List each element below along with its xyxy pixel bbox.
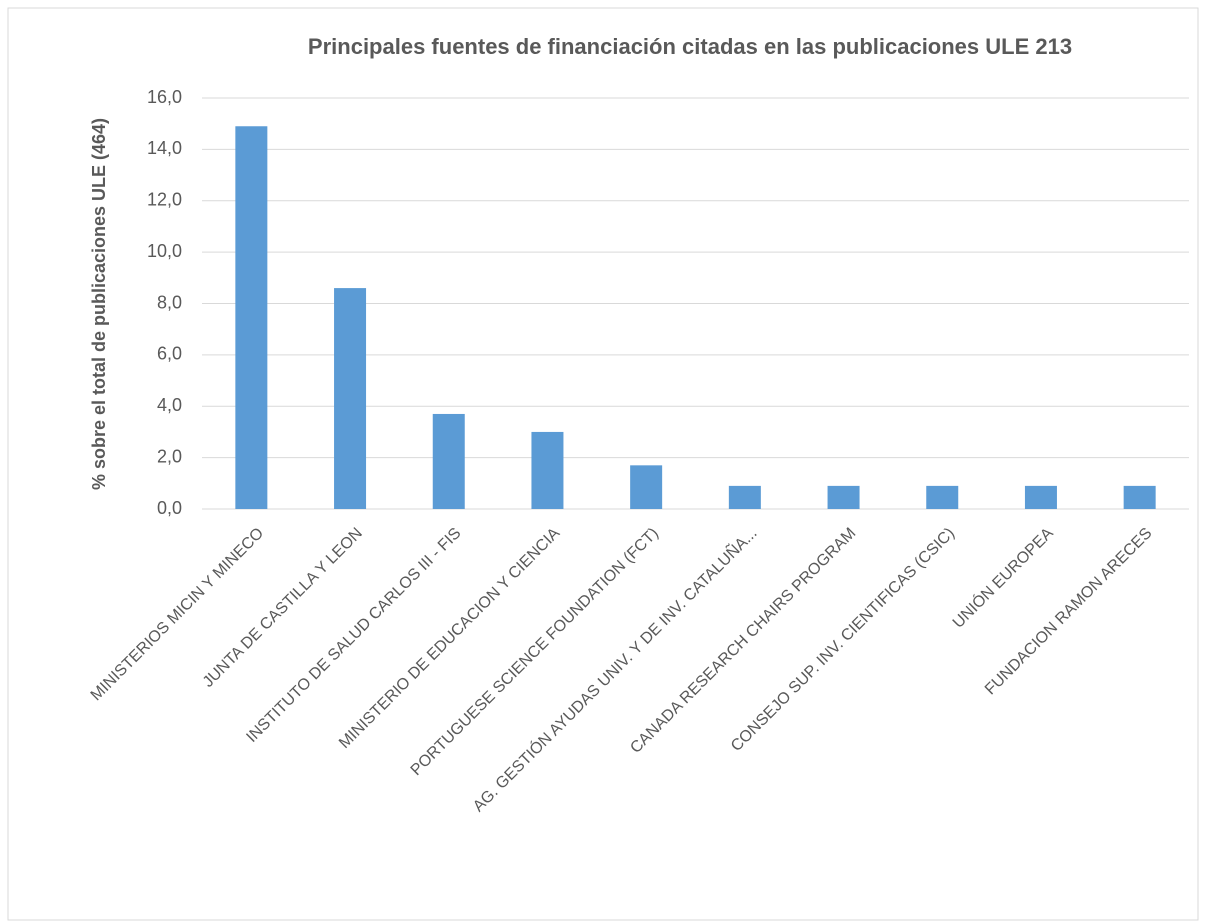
y-tick-label: 0,0 [157, 498, 182, 518]
y-tick-label: 4,0 [157, 395, 182, 415]
y-tick-label: 2,0 [157, 446, 182, 466]
y-axis-label: % sobre el total de publicaciones ULE (4… [89, 118, 109, 490]
chart-title: Principales fuentes de financiación cita… [308, 34, 1072, 59]
y-tick-label: 16,0 [147, 87, 182, 107]
bar [926, 485, 959, 509]
bar [1024, 485, 1057, 509]
y-tick-label: 6,0 [157, 344, 182, 364]
bar [235, 126, 268, 509]
bar [1123, 485, 1156, 509]
bar [728, 485, 761, 509]
bar [531, 431, 564, 509]
bar [630, 465, 663, 509]
y-tick-label: 14,0 [147, 138, 182, 158]
y-tick-label: 8,0 [157, 292, 182, 312]
y-tick-label: 12,0 [147, 190, 182, 210]
chart-frame [7, 7, 1199, 921]
bar [432, 413, 465, 509]
bar [827, 485, 860, 509]
bar [334, 288, 367, 509]
y-tick-label: 10,0 [147, 241, 182, 261]
